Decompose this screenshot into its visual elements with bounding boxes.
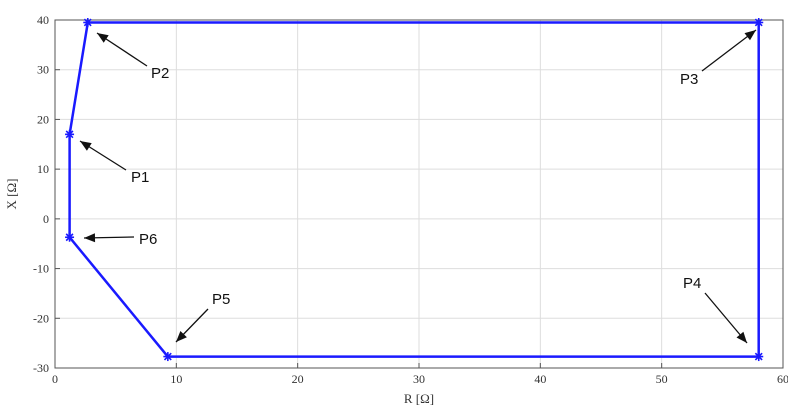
- y-tick-label: 30: [37, 63, 49, 77]
- y-axis-title: X [Ω]: [4, 179, 19, 210]
- arrow-head: [176, 331, 187, 342]
- point-marker: [65, 129, 75, 139]
- point-label: P6: [139, 231, 157, 248]
- arrow-head: [744, 30, 756, 41]
- annotation-p5: P5: [175, 291, 230, 343]
- annotation-p2: P2: [96, 32, 169, 82]
- x-tick-label: 0: [52, 372, 58, 386]
- x-axis-title: R [Ω]: [404, 391, 434, 406]
- arrow-head: [736, 331, 747, 343]
- point-marker: [754, 352, 764, 362]
- y-tick-label: -20: [33, 311, 49, 325]
- x-tick-label: 20: [292, 372, 304, 386]
- x-axis-ticks: 0 10 20 30 40 50 60: [52, 363, 788, 386]
- arrow-head: [84, 233, 96, 243]
- y-tick-label: -30: [33, 361, 49, 375]
- point-label: P2: [151, 65, 169, 82]
- x-tick-label: 50: [656, 372, 668, 386]
- point-marker: [65, 232, 75, 242]
- y-tick-label: 10: [37, 162, 49, 176]
- series-line: [68, 21, 760, 358]
- y-axis-ticks: -30 -20 -10 0 10 20 30 40: [33, 13, 60, 375]
- annotation-p4: P4: [683, 275, 748, 344]
- point-label: P4: [683, 275, 701, 292]
- point-annotations: P1 P2 P3 P4 P5 P6: [79, 29, 757, 344]
- y-tick-label: 40: [37, 13, 49, 27]
- annotation-p1: P1: [79, 140, 149, 186]
- point-marker: [754, 17, 764, 27]
- x-tick-label: 40: [534, 372, 546, 386]
- point-label: P5: [212, 291, 230, 308]
- x-tick-label: 10: [170, 372, 182, 386]
- annotation-p3: P3: [680, 29, 757, 88]
- annotation-p6: P6: [83, 231, 157, 248]
- x-tick-label: 60: [777, 372, 788, 386]
- arrow-head: [97, 33, 109, 43]
- x-tick-label: 30: [413, 372, 425, 386]
- point-marker: [83, 17, 93, 27]
- characteristic-series: [65, 17, 764, 362]
- y-tick-label: 0: [43, 212, 49, 226]
- y-tick-label: 20: [37, 112, 49, 126]
- arrow-line: [701, 29, 757, 72]
- y-tick-label: -10: [33, 262, 49, 276]
- point-marker: [163, 352, 173, 362]
- point-label: P3: [680, 71, 698, 88]
- arrow-head: [80, 141, 92, 151]
- point-label: P1: [131, 169, 149, 186]
- grid-lines: [54, 19, 784, 369]
